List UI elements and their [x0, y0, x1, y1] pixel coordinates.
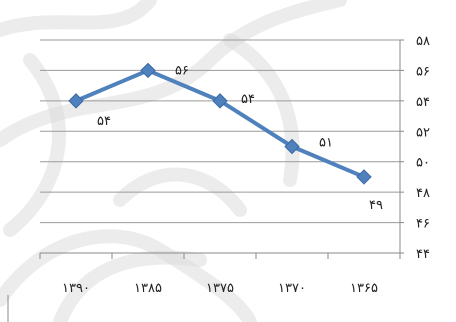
x-tick-label: ۱۳۸۵ — [134, 281, 162, 296]
series-markers — [68, 62, 372, 185]
watermark-swirl — [113, 167, 247, 217]
x-tick-label: ۱۳۷۵ — [206, 281, 234, 296]
data-label: ۴۹ — [369, 198, 383, 213]
data-point-marker — [140, 62, 156, 79]
watermark-swirl — [223, 33, 300, 187]
data-point-marker — [356, 169, 372, 185]
y-tick-label: ۴۶ — [416, 217, 430, 232]
watermark-swirl — [0, 0, 157, 37]
y-tick-label: ۵۰ — [416, 156, 430, 171]
x-axis-tick-labels: ۱۳۹۰ ۱۳۸۵ ۱۳۷۵ ۱۳۷۰ ۱۳۶۵ — [62, 281, 378, 296]
y-tick-label: ۵۸ — [416, 34, 430, 49]
y-tick-label: ۴۴ — [416, 247, 430, 262]
gridlines — [40, 39, 400, 224]
watermark-swirl — [53, 250, 207, 322]
y-tick-label: ۵۴ — [416, 95, 430, 110]
data-point-marker — [68, 93, 84, 109]
watermark-swirl — [0, 229, 257, 322]
x-tick-label: ۱۳۷۰ — [278, 281, 306, 296]
x-tick-label: ۱۳۶۵ — [350, 281, 378, 296]
data-label: ۵۶ — [175, 63, 189, 78]
y-axis-tick-labels: ۴۴ ۴۶ ۴۸ ۵۰ ۵۲ ۵۴ ۵۶ ۵۸ — [416, 34, 430, 262]
watermark-swirl — [3, 53, 66, 237]
background-watermark — [0, 0, 347, 322]
axes — [7, 39, 404, 322]
data-point-marker — [212, 93, 228, 109]
x-tick-label: ۱۳۹۰ — [62, 281, 90, 296]
data-label: ۵۱ — [319, 136, 333, 151]
data-point-marker — [284, 138, 300, 155]
data-label: ۵۴ — [241, 92, 255, 107]
y-tick-label: ۵۶ — [416, 64, 430, 79]
data-labels: ۵۴ ۵۶ ۵۴ ۵۱ ۴۹ — [97, 63, 383, 213]
series-line-path — [75, 68, 365, 179]
y-tick-label: ۴۸ — [416, 186, 430, 201]
data-label: ۵۴ — [97, 114, 111, 129]
series-line — [75, 68, 365, 179]
y-tick-label: ۵۲ — [416, 125, 430, 140]
